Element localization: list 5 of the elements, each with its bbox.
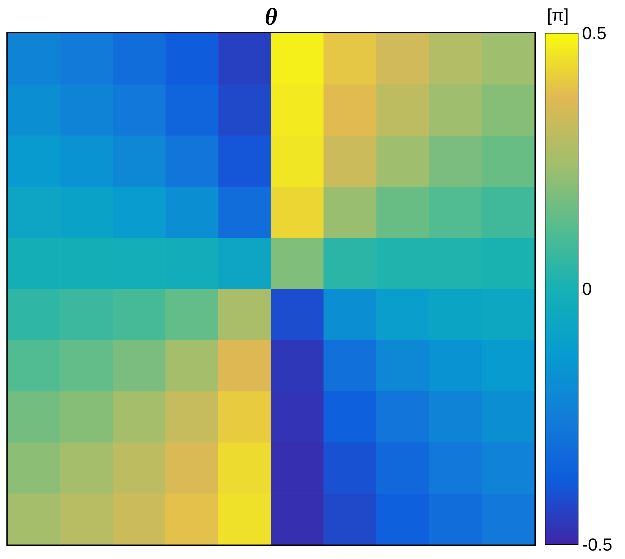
color-bar-label: -0.5: [583, 538, 612, 551]
color-bar-title: [π]: [548, 8, 568, 26]
color-bar-label: 0: [583, 282, 592, 296]
color-bar-label: 0.5: [583, 27, 606, 40]
chart-title: θ: [266, 8, 278, 26]
